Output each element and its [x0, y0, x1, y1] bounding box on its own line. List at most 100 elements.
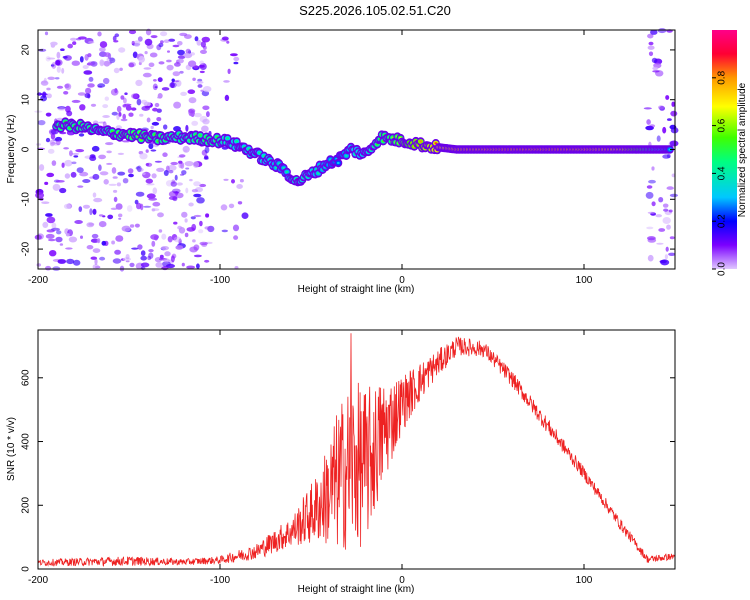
- noise-speck: [172, 44, 180, 48]
- noise-speck: [129, 224, 135, 228]
- noise-speck: [55, 180, 65, 183]
- noise-speck: [71, 99, 81, 103]
- noise-speck: [135, 191, 145, 197]
- noise-speck: [45, 137, 51, 143]
- noise-speck: [232, 224, 240, 232]
- noise-speck: [152, 107, 158, 112]
- noise-speck: [149, 52, 158, 58]
- noise-speck: [129, 262, 135, 268]
- noise-speck: [99, 41, 108, 48]
- noise-speck: [154, 86, 158, 89]
- noise-speck: [156, 117, 162, 122]
- noise-speck: [199, 60, 204, 66]
- noise-speck: [53, 138, 60, 142]
- noise-speck: [196, 197, 205, 204]
- noise-speck: [114, 249, 121, 255]
- noise-speck: [193, 254, 202, 258]
- y-tick-label: -20: [21, 241, 32, 256]
- noise-speck: [41, 201, 50, 204]
- noise-speck: [110, 207, 118, 210]
- noise-speck: [118, 213, 123, 218]
- noise-speck: [78, 133, 85, 137]
- y-tick-label: 200: [21, 496, 32, 513]
- noise-speck: [178, 154, 186, 158]
- noise-speck: [201, 125, 209, 133]
- noise-speck: [113, 67, 120, 74]
- noise-speck: [140, 250, 146, 256]
- noise-speck: [647, 236, 656, 241]
- noise-speck: [115, 203, 123, 210]
- ridge-core: [434, 142, 438, 145]
- noise-speck: [148, 197, 158, 201]
- noise-speck: [651, 201, 656, 207]
- noise-speck: [146, 117, 151, 123]
- noise-speck: [151, 173, 157, 179]
- noise-speck: [666, 224, 671, 230]
- noise-speck: [72, 41, 77, 45]
- noise-speck: [137, 244, 143, 250]
- noise-speck: [62, 55, 68, 59]
- noise-speck: [136, 165, 142, 173]
- noise-speck: [99, 256, 106, 261]
- noise-speck: [204, 146, 210, 154]
- noise-speck: [230, 53, 238, 57]
- noise-speck: [78, 206, 83, 213]
- x-tick-label: -100: [210, 575, 230, 586]
- noise-speck: [669, 193, 679, 198]
- noise-speck: [646, 185, 653, 189]
- y-tick-label: 10: [21, 94, 32, 106]
- noise-speck: [98, 164, 102, 171]
- snr-frame: [37, 329, 676, 570]
- noise-speck: [51, 227, 60, 231]
- noise-speck: [201, 36, 210, 43]
- noise-speck: [148, 249, 154, 253]
- noise-speck: [79, 56, 84, 63]
- noise-speck: [117, 171, 126, 176]
- noise-speck: [113, 196, 118, 203]
- noise-speck: [148, 143, 154, 150]
- noise-speck: [671, 173, 676, 178]
- noise-speck: [188, 60, 197, 67]
- snr-x-label: Height of straight line (km): [298, 584, 415, 595]
- noise-speck: [166, 263, 175, 269]
- spectrogram-x-ticks: -200 -100 0 100: [28, 30, 593, 286]
- noise-speck: [160, 246, 169, 251]
- noise-speck: [227, 68, 231, 75]
- noise-speck: [194, 36, 199, 42]
- noise-speck: [145, 162, 153, 167]
- noise-speck: [70, 171, 77, 178]
- colorbar-tick-label: 0.4: [717, 166, 728, 180]
- noise-speck: [658, 197, 664, 203]
- noise-speck: [71, 60, 81, 66]
- noise-speck: [96, 238, 101, 244]
- noise-speck: [57, 259, 67, 264]
- noise-speck: [123, 97, 127, 104]
- noise-speck: [46, 216, 56, 224]
- noise-speck: [65, 247, 73, 250]
- noise-speck: [85, 87, 92, 95]
- noise-speck: [108, 183, 117, 186]
- noise-speck: [113, 40, 119, 43]
- noise-speck: [139, 153, 148, 160]
- noise-speck: [88, 76, 94, 82]
- noise-speck: [647, 254, 654, 262]
- ridge-core: [258, 151, 261, 154]
- noise-speck: [148, 62, 155, 68]
- noise-speck: [140, 262, 150, 268]
- noise-speck: [63, 147, 69, 150]
- spectrogram-x-label: Height of straight line (km): [298, 284, 415, 295]
- noise-speck: [154, 102, 160, 108]
- noise-speck: [64, 159, 73, 167]
- noise-speck: [147, 255, 152, 261]
- noise-speck: [177, 58, 184, 64]
- noise-speck: [173, 236, 182, 243]
- noise-speck: [145, 178, 153, 184]
- noise-speck: [233, 235, 239, 240]
- noise-speck: [121, 225, 131, 232]
- noise-speck: [134, 223, 140, 228]
- noise-speck: [45, 265, 52, 271]
- noise-speck: [144, 51, 148, 55]
- noise-speck: [158, 229, 163, 233]
- noise-speck: [646, 226, 654, 230]
- noise-speck: [668, 252, 676, 256]
